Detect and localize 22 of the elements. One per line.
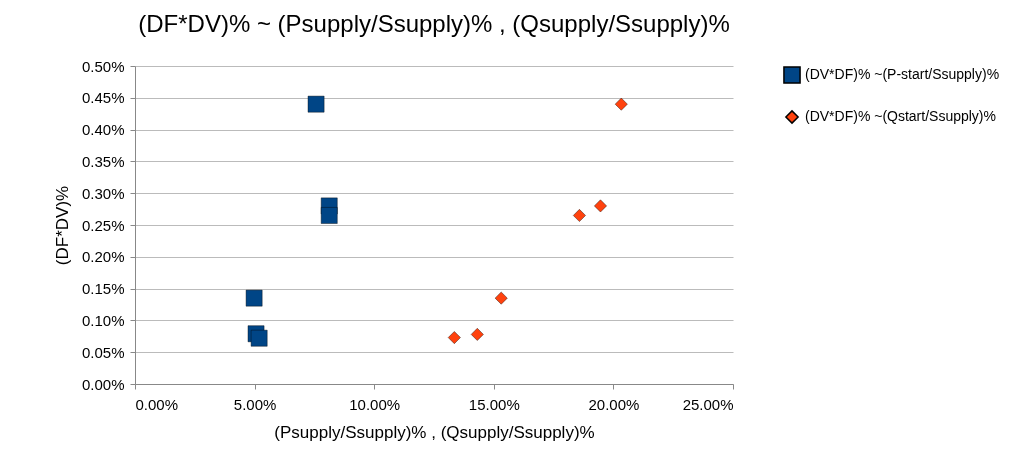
y-axis-title: (DF*DV)%: [52, 185, 72, 266]
x-tick-label: 15.00%: [468, 395, 520, 413]
y-tick-label: 0.00%: [81, 375, 125, 393]
x-axis-title: (Psupply/Ssupply)% , (Qsupply/Ssupply)%: [274, 422, 595, 442]
y-tick-label: 0.20%: [81, 248, 125, 266]
x-tick-label: 5.00%: [233, 395, 277, 413]
x-tick-label: 10.00%: [349, 395, 401, 413]
y-tick-label: 0.05%: [81, 343, 125, 361]
y-tick-label: 0.15%: [81, 280, 125, 298]
legend-label: (DV*DF)% ~(P-start/Ssupply)%: [805, 66, 1000, 82]
x-tick-label: 0.00%: [135, 395, 179, 413]
y-tick-label: 0.10%: [81, 311, 125, 329]
x-tick-label: 20.00%: [588, 395, 640, 413]
y-tick-label: 0.50%: [81, 57, 125, 75]
y-tick-label: 0.45%: [81, 89, 125, 107]
legend-label: (DV*DF)% ~(Qstart/Ssupply)%: [805, 108, 996, 124]
y-tick-label: 0.40%: [81, 121, 125, 139]
y-tick-label: 0.30%: [81, 184, 125, 202]
y-tick-label: 0.25%: [81, 216, 125, 234]
chart-title: (DF*DV)% ~ (Psupply/Ssupply)% , (Qsupply/Ssupply)%: [138, 10, 730, 37]
x-tick-label: 25.00%: [682, 395, 734, 413]
y-tick-label: 0.35%: [81, 152, 125, 170]
